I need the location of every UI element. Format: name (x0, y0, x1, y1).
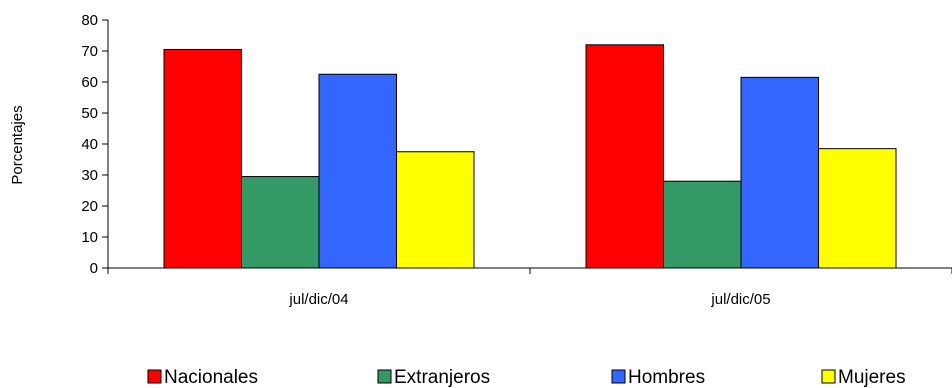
y-axis-label: Porcentajes (9, 105, 26, 184)
y-tick-label: 60 (81, 74, 98, 91)
y-tick-label: 70 (81, 43, 98, 60)
legend-swatch (611, 369, 626, 384)
legend-swatch (147, 369, 162, 384)
legend: Nacionales Extranjeros Hombres Mujeres (147, 367, 906, 388)
bar-hombres-0 (318, 73, 397, 269)
bar-extranjeros-0 (241, 176, 320, 269)
bar-mujeres-0 (396, 151, 475, 269)
bar-extranjeros-1 (663, 180, 742, 269)
y-tick-label: 10 (81, 229, 98, 246)
legend-label: Extranjeros (394, 367, 490, 388)
y-tick-label: 40 (81, 136, 98, 153)
bar-mujeres-1 (818, 148, 897, 269)
legend-swatch (377, 369, 392, 384)
legend-swatch (821, 369, 836, 384)
x-axis: jul/dic/04 jul/dic/05 (107, 267, 952, 308)
y-tick-label: 50 (81, 105, 98, 122)
bar-hombres-1 (740, 76, 819, 269)
y-axis: 0 10 20 30 40 50 60 70 80 (81, 12, 109, 277)
y-tick-label: 20 (81, 198, 98, 215)
bar-nacionales-1 (585, 44, 664, 269)
x-category-label: jul/dic/04 (288, 291, 348, 308)
x-category-label: jul/dic/05 (710, 291, 770, 308)
y-tick-label: 0 (90, 260, 98, 277)
legend-label: Hombres (628, 367, 705, 388)
y-tick-label: 30 (81, 167, 98, 184)
bar-nacionales-0 (163, 48, 242, 269)
legend-label: Nacionales (164, 367, 258, 388)
bars (163, 44, 897, 269)
legend-label: Mujeres (838, 367, 906, 388)
y-tick-label: 80 (81, 12, 98, 29)
